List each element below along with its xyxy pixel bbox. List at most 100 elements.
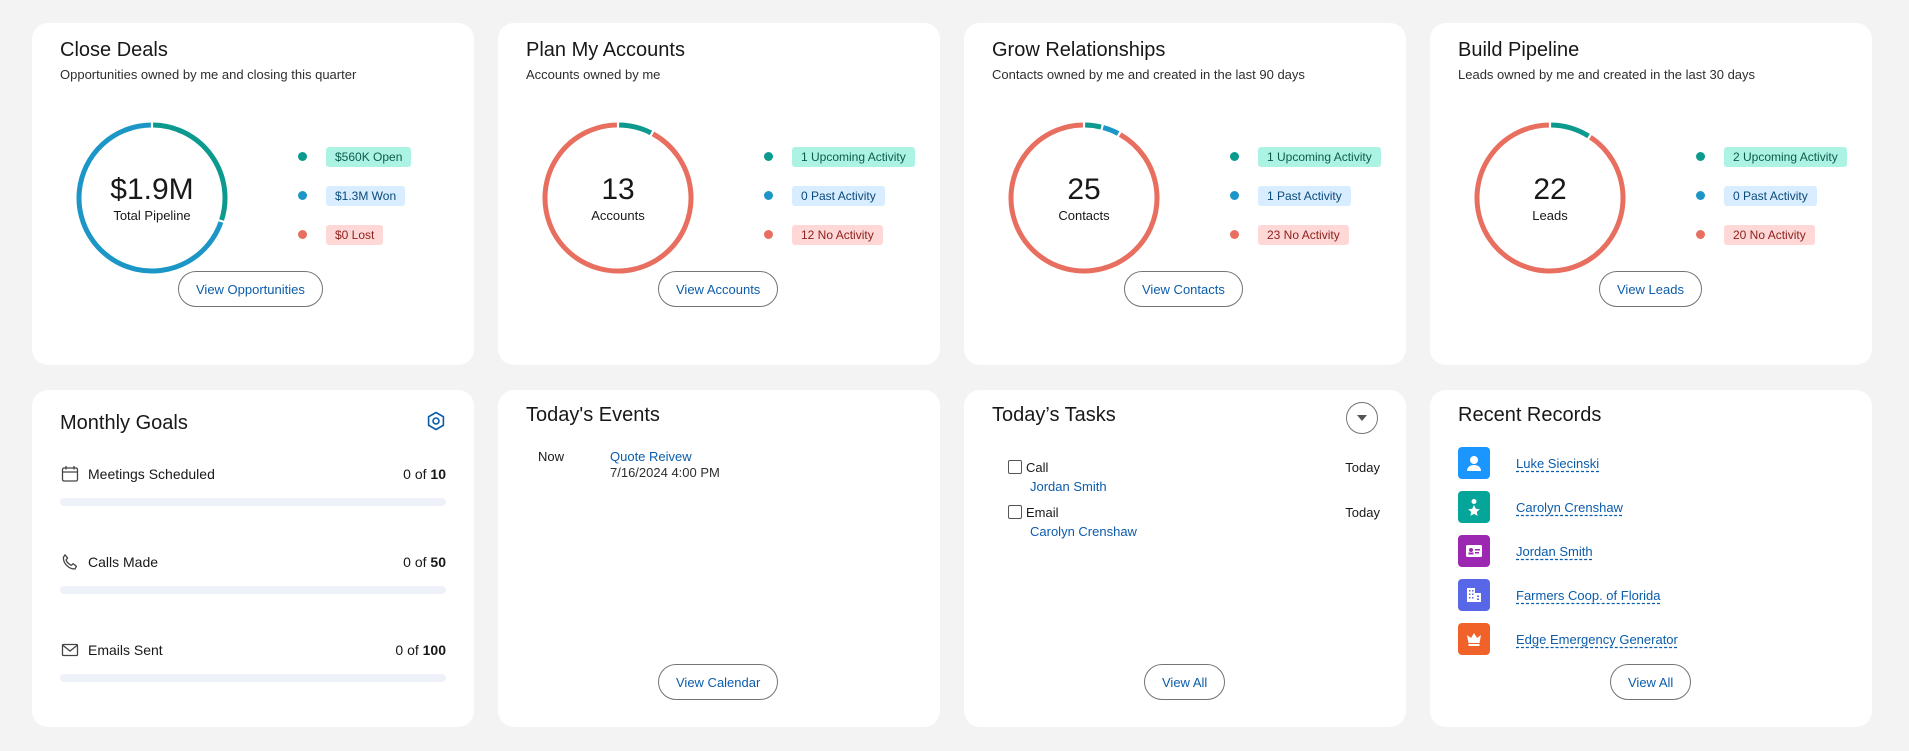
legend-dot: [1230, 152, 1239, 161]
goal-emails: Emails Sent 0 of 100: [60, 638, 446, 682]
legend-dot: [764, 230, 773, 239]
legend-pill: 1 Upcoming Activity: [792, 146, 915, 167]
settings-gear-icon[interactable]: [426, 411, 446, 436]
contact-card-icon: [1458, 535, 1490, 567]
legend: 1 Upcoming Activity 1 Past Activity 23 N…: [1230, 145, 1381, 262]
card-subtitle: Accounts owned by me: [526, 67, 661, 82]
legend-dot: [298, 152, 307, 161]
task-checkbox[interactable]: [1008, 505, 1022, 519]
donut-segment: [1085, 122, 1102, 130]
goal-label: Emails Sent: [88, 642, 163, 658]
record-link[interactable]: Edge Emergency Generator: [1516, 631, 1678, 647]
record-link[interactable]: Luke Siecinski: [1516, 455, 1600, 471]
legend-item: 0 Past Activity: [764, 184, 915, 207]
donut-label: Contacts: [1058, 207, 1110, 223]
card-title: Today's Events: [526, 404, 660, 426]
record-link[interactable]: Jordan Smith: [1516, 543, 1593, 559]
record-item[interactable]: Edge Emergency Generator: [1458, 623, 1678, 655]
record-item[interactable]: Jordan Smith: [1458, 535, 1593, 567]
view-all-tasks-button[interactable]: View All: [1144, 664, 1226, 700]
plan-my-accounts-card: Plan My Accounts Accounts owned by me 13…: [498, 23, 940, 365]
legend-pill: $560K Open: [326, 146, 412, 167]
legend-item: 1 Past Activity: [1230, 184, 1381, 207]
goal-calls: Calls Made 0 of 50: [60, 550, 446, 594]
donut-chart: [76, 122, 228, 274]
legend-item: 1 Upcoming Activity: [1230, 145, 1381, 168]
legend-pill: 0 Past Activity: [1724, 185, 1817, 206]
record-item[interactable]: Farmers Coop. of Florida: [1458, 579, 1661, 611]
goal-meetings: Meetings Scheduled 0 of 10: [60, 462, 446, 506]
legend-item: 0 Past Activity: [1696, 184, 1847, 207]
goal-count: 0 of 10: [403, 466, 446, 482]
record-link[interactable]: Farmers Coop. of Florida: [1516, 587, 1661, 603]
task-due: Today: [1345, 504, 1380, 520]
donut-segment: [542, 122, 694, 274]
legend-item: $1.3M Won: [298, 184, 411, 207]
donut-chart: [1008, 122, 1160, 274]
card-subtitle: Opportunities owned by me and closing th…: [60, 67, 357, 82]
legend-dot: [1696, 191, 1705, 200]
legend-item: 2 Upcoming Activity: [1696, 145, 1847, 168]
email-icon: [60, 640, 80, 660]
user-icon: [1458, 447, 1490, 479]
legend-pill: 1 Upcoming Activity: [1258, 146, 1381, 167]
legend-item: $0 Lost: [298, 223, 411, 246]
donut-value: 25: [1067, 172, 1101, 206]
card-title: Plan My Accounts: [526, 39, 685, 61]
todays-events-card: Today's Events Now Quote Reivew 7/16/202…: [498, 390, 940, 727]
view-contacts-button[interactable]: View Contacts: [1124, 271, 1243, 307]
card-title: Today’s Tasks: [992, 404, 1116, 426]
donut-center: 13 Accounts: [538, 118, 698, 278]
view-accounts-button[interactable]: View Accounts: [658, 271, 779, 307]
view-calendar-button[interactable]: View Calendar: [658, 664, 779, 700]
task-contact-link[interactable]: Carolyn Crenshaw: [1030, 524, 1137, 539]
task-type: Email: [1026, 504, 1059, 520]
dashboard-grid: Close Deals Opportunities owned by me an…: [32, 23, 1872, 727]
goal-label: Calls Made: [88, 554, 159, 570]
task-item: Call Today Jordan Smith: [1008, 458, 1380, 494]
donut-value: 13: [601, 172, 635, 206]
legend-dot: [764, 191, 773, 200]
view-leads-button[interactable]: View Leads: [1599, 271, 1702, 307]
donut-center: $1.9M Total Pipeline: [72, 118, 232, 278]
donut-chart: [542, 122, 694, 274]
donut-segment: [153, 122, 228, 221]
legend: $560K Open $1.3M Won $0 Lost: [298, 145, 412, 262]
tasks-menu-button[interactable]: [1346, 402, 1378, 434]
donut-value: $1.9M: [110, 172, 194, 206]
legend-pill: 12 No Activity: [792, 224, 883, 245]
close-deals-card: Close Deals Opportunities owned by me an…: [32, 23, 474, 365]
legend-pill: 0 Past Activity: [792, 185, 885, 206]
legend-pill: $0 Lost: [326, 224, 384, 245]
view-opportunities-button[interactable]: View Opportunities: [178, 271, 323, 307]
task-contact-link[interactable]: Jordan Smith: [1030, 479, 1107, 494]
task-item: Email Today Carolyn Crenshaw: [1008, 503, 1380, 539]
task-due: Today: [1345, 459, 1380, 475]
legend-pill: 1 Past Activity: [1258, 185, 1351, 206]
record-item[interactable]: Luke Siecinski: [1458, 447, 1599, 479]
card-title: Monthly Goals: [60, 412, 188, 434]
card-subtitle: Contacts owned by me and created in the …: [992, 67, 1305, 82]
goal-count: 0 of 50: [403, 554, 446, 570]
contact-star-icon: [1458, 491, 1490, 523]
card-title: Recent Records: [1458, 404, 1602, 426]
legend-pill: $1.3M Won: [326, 185, 406, 206]
goal-count: 0 of 100: [395, 642, 446, 658]
event-title-link[interactable]: Quote Reivew: [610, 449, 692, 464]
record-link[interactable]: Carolyn Crenshaw: [1516, 499, 1623, 515]
task-checkbox[interactable]: [1008, 460, 1022, 474]
donut-value: 22: [1533, 172, 1567, 206]
view-all-records-button[interactable]: View All: [1610, 664, 1692, 700]
record-item[interactable]: Carolyn Crenshaw: [1458, 491, 1623, 523]
calendar-icon: [60, 464, 80, 484]
legend-item: $560K Open: [298, 145, 412, 168]
task-type: Call: [1026, 459, 1049, 475]
goal-progress-bar: [60, 674, 446, 682]
goal-progress-bar: [60, 498, 446, 506]
legend: 2 Upcoming Activity 0 Past Activity 20 N…: [1696, 145, 1847, 262]
phone-icon: [60, 552, 80, 572]
donut-segment: [618, 122, 653, 136]
donut-segment: [1102, 125, 1120, 136]
grow-relationships-card: Grow Relationships Contacts owned by me …: [964, 23, 1406, 365]
card-title: Build Pipeline: [1458, 39, 1580, 61]
